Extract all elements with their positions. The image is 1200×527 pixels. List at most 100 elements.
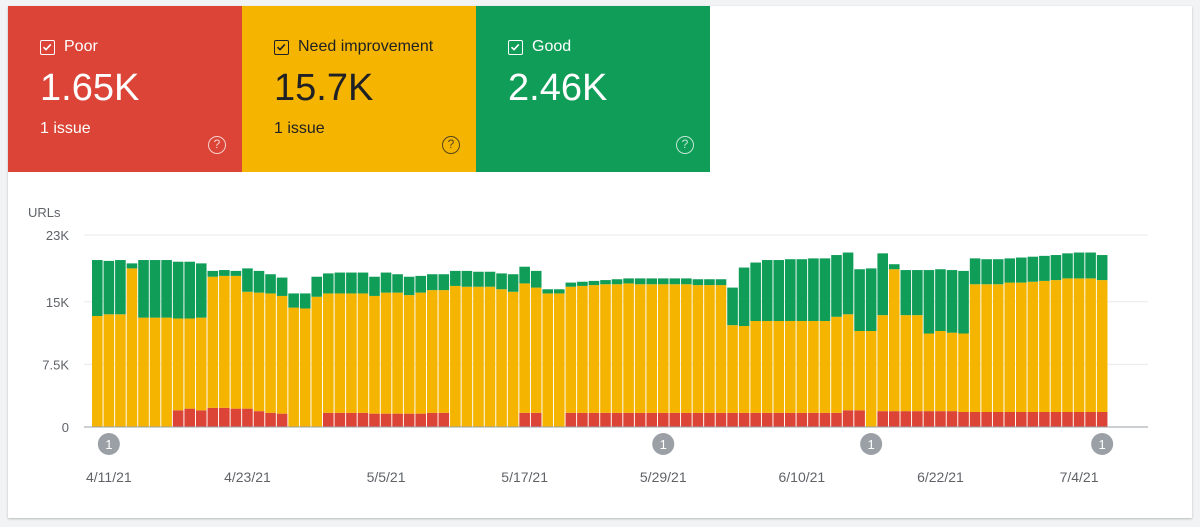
bar-need-improvement xyxy=(438,290,450,413)
bar-poor xyxy=(611,412,623,427)
bar-poor xyxy=(646,412,657,427)
check-icon[interactable] xyxy=(40,39,55,55)
tile-need-improvement[interactable]: Need improvement 15.7K 1 issue ? xyxy=(242,6,476,172)
tile-need-improvement-header: Need improvement xyxy=(274,36,476,58)
bar-need-improvement xyxy=(819,320,831,413)
bar-poor xyxy=(415,413,426,427)
bar-need-improvement xyxy=(854,331,865,411)
bar-poor xyxy=(831,412,842,427)
y-tick-label: 15K xyxy=(46,295,69,310)
bar-need-improvement xyxy=(357,293,369,413)
bar-good xyxy=(1073,252,1085,279)
bar-need-improvement xyxy=(299,308,311,427)
help-icon[interactable]: ? xyxy=(208,136,226,154)
status-tiles: Poor 1.65K 1 issue ? Need improvement 15… xyxy=(8,6,710,172)
bar-need-improvement xyxy=(646,284,657,413)
bar-good xyxy=(1085,252,1096,279)
bar-poor xyxy=(253,411,265,427)
y-tick-label: 7.5K xyxy=(42,357,69,372)
bar-good xyxy=(611,279,623,285)
bar-poor xyxy=(530,412,542,427)
bar-need-improvement xyxy=(634,284,646,413)
bar-good xyxy=(577,281,588,286)
tile-good[interactable]: Good 2.46K ? xyxy=(476,6,710,172)
bar-need-improvement xyxy=(415,292,426,414)
bar-need-improvement xyxy=(715,285,727,413)
bar-good xyxy=(773,260,785,321)
help-icon[interactable]: ? xyxy=(676,136,694,154)
bar-good xyxy=(369,276,380,296)
bar-good xyxy=(588,280,600,286)
bar-need-improvement xyxy=(773,320,785,413)
bar-need-improvement xyxy=(600,284,611,413)
bar-good xyxy=(877,253,888,316)
bar-poor xyxy=(1027,411,1039,427)
bar-poor xyxy=(1085,411,1096,427)
bar-good xyxy=(992,259,1004,285)
bar-good xyxy=(912,270,923,316)
bar-good xyxy=(969,258,981,285)
bar-poor xyxy=(1050,411,1062,427)
bar-poor xyxy=(1004,411,1016,427)
bar-good xyxy=(1027,256,1039,282)
bar-poor xyxy=(623,412,634,427)
bar-poor xyxy=(900,411,912,427)
bar-need-improvement xyxy=(1096,280,1108,412)
bar-good xyxy=(738,267,750,326)
bar-good xyxy=(473,271,484,287)
bar-good xyxy=(1004,258,1016,283)
bar-need-improvement xyxy=(900,315,912,412)
bar-good xyxy=(138,260,149,318)
bar-need-improvement xyxy=(1027,281,1039,412)
bar-good xyxy=(450,270,461,286)
bar-good xyxy=(276,277,288,296)
bar-poor xyxy=(634,412,646,427)
bar-need-improvement xyxy=(588,285,600,413)
bar-need-improvement xyxy=(785,320,796,413)
check-icon[interactable] xyxy=(508,39,523,55)
bar-need-improvement xyxy=(103,314,115,427)
bar-poor xyxy=(657,412,669,427)
tile-poor[interactable]: Poor 1.65K 1 issue ? xyxy=(8,6,242,172)
bar-good xyxy=(126,263,138,269)
bar-need-improvement xyxy=(796,320,808,413)
annotation-marker xyxy=(860,433,883,455)
bar-good xyxy=(219,270,230,276)
bar-good xyxy=(565,282,577,287)
bar-good xyxy=(1062,253,1073,279)
help-icon[interactable]: ? xyxy=(442,136,460,154)
bar-need-improvement xyxy=(877,315,888,412)
bar-good xyxy=(530,270,542,288)
annotation-marker xyxy=(97,433,120,455)
bar-need-improvement xyxy=(750,320,761,413)
bar-good xyxy=(669,278,681,285)
core-web-vitals-report: Poor 1.65K 1 issue ? Need improvement 15… xyxy=(8,6,1192,518)
bar-need-improvement xyxy=(1073,278,1085,412)
bar-poor xyxy=(808,412,819,427)
x-tick-label: 5/29/21 xyxy=(640,469,687,485)
bar-need-improvement xyxy=(207,276,219,408)
bar-good xyxy=(785,259,796,321)
bar-need-improvement xyxy=(1004,282,1016,412)
bar-need-improvement xyxy=(865,331,877,427)
bar-good xyxy=(692,279,704,286)
check-icon[interactable] xyxy=(274,39,289,55)
bar-poor xyxy=(565,412,577,427)
tile-poor-value: 1.65K xyxy=(40,67,140,109)
bar-need-improvement xyxy=(554,293,565,427)
bar-good xyxy=(103,260,115,315)
x-tick-label: 6/10/21 xyxy=(778,469,825,485)
bar-poor xyxy=(819,412,831,427)
bar-poor xyxy=(692,412,704,427)
bar-poor xyxy=(219,407,230,427)
bar-good xyxy=(172,261,184,319)
bar-good xyxy=(242,268,253,292)
bar-need-improvement xyxy=(346,293,357,413)
bar-need-improvement xyxy=(1039,280,1050,412)
bar-need-improvement xyxy=(923,333,935,412)
bar-need-improvement xyxy=(1085,278,1096,412)
bar-good xyxy=(184,261,195,319)
bar-need-improvement xyxy=(311,296,323,427)
bar-good xyxy=(981,259,992,285)
bar-good xyxy=(403,276,415,296)
